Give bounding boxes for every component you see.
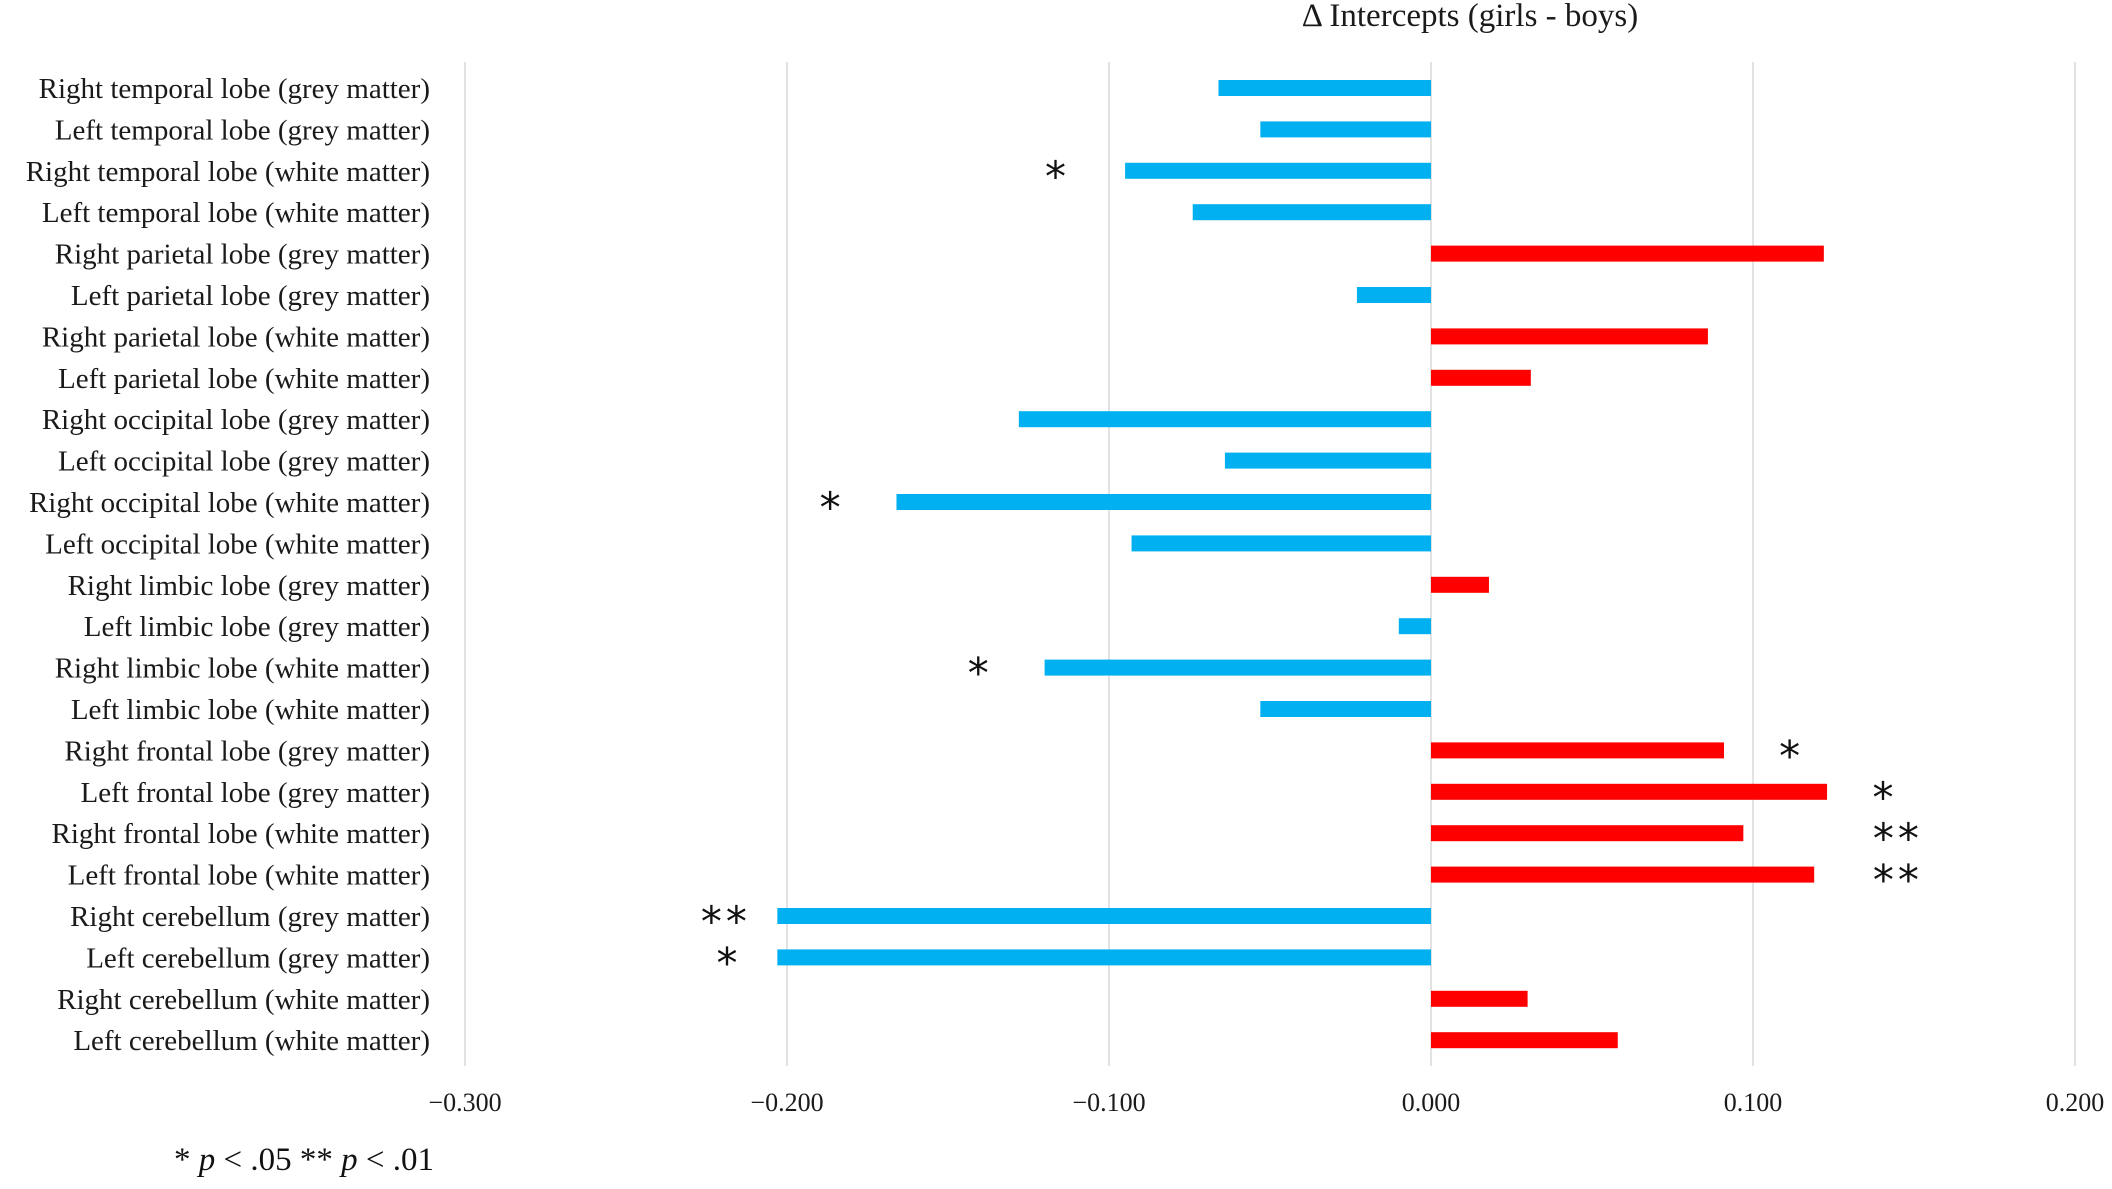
bar-positive xyxy=(1431,328,1708,345)
bar-positive xyxy=(1431,245,1824,262)
bar-negative xyxy=(1356,287,1431,303)
bar-positive xyxy=(1431,990,1528,1007)
bar-negative xyxy=(1260,121,1431,138)
category-label: Right limbic lobe (grey matter) xyxy=(68,570,430,602)
category-label: Left frontal lobe (white matter) xyxy=(68,860,430,892)
category-label: Left temporal lobe (grey matter) xyxy=(55,114,430,146)
bar-negative xyxy=(896,494,1431,510)
footnote-star1: * xyxy=(174,1142,199,1178)
bar-negative xyxy=(1218,80,1431,96)
bar-negative xyxy=(777,949,1431,966)
category-label: Left limbic lobe (grey matter) xyxy=(84,611,430,643)
x-tick-label: −0.300 xyxy=(428,1088,501,1117)
category-label: Left parietal lobe (white matter) xyxy=(58,363,430,395)
x-tick-label: 0.200 xyxy=(2046,1088,2105,1117)
bar-positive xyxy=(1431,783,1828,800)
category-label: Left temporal lobe (white matter) xyxy=(42,197,430,229)
significance-marker: * xyxy=(968,649,993,698)
bar-negative xyxy=(1398,618,1431,635)
significance-marker: * xyxy=(820,483,845,532)
bar-negative xyxy=(1131,535,1431,552)
category-label: Left occipital lobe (grey matter) xyxy=(58,446,430,478)
category-label: Right parietal lobe (grey matter) xyxy=(55,239,430,271)
category-label: Right occipital lobe (white matter) xyxy=(29,487,430,519)
bar-negative xyxy=(777,908,1431,924)
bar-positive xyxy=(1431,576,1489,593)
category-label: Right temporal lobe (white matter) xyxy=(26,156,430,188)
category-label: Right cerebellum (white matter) xyxy=(57,984,430,1016)
gridlines xyxy=(464,62,2076,1066)
x-tick-label: 0.100 xyxy=(1724,1088,1783,1117)
significance-marker: * xyxy=(1779,731,1804,780)
bar-positive xyxy=(1431,742,1725,759)
footnote-rest1: < .05 ** xyxy=(215,1142,342,1178)
category-label: Left occipital lobe (white matter) xyxy=(45,528,430,560)
significance-markers: ************ xyxy=(701,152,1923,988)
category-label: Left cerebellum (grey matter) xyxy=(86,942,430,974)
significance-marker: * xyxy=(1873,773,1898,822)
x-tick-label: −0.200 xyxy=(750,1088,823,1117)
significance-marker: ** xyxy=(1873,814,1923,863)
category-label: Right frontal lobe (white matter) xyxy=(51,818,430,850)
bar-positive xyxy=(1431,369,1531,386)
category-label: Left cerebellum (white matter) xyxy=(73,1025,430,1057)
category-labels: Right temporal lobe (grey matter) Left te… xyxy=(26,73,430,1057)
category-label: Left frontal lobe (grey matter) xyxy=(81,777,430,809)
bar-negative xyxy=(1125,162,1431,179)
significance-marker: ** xyxy=(701,897,751,946)
significance-marker: ** xyxy=(1873,856,1923,905)
significance-marker: * xyxy=(1045,152,1070,201)
x-tick-label: 0.000 xyxy=(1402,1088,1461,1117)
category-label: Right limbic lobe (white matter) xyxy=(55,653,430,685)
significance-marker: * xyxy=(717,938,742,987)
bar-negative xyxy=(1192,204,1431,221)
bar-negative xyxy=(1018,411,1431,428)
bar-positive xyxy=(1431,825,1744,842)
category-label: Right temporal lobe (grey matter) xyxy=(39,73,430,105)
x-tick-label: −0.100 xyxy=(1072,1088,1145,1117)
category-label: Left parietal lobe (grey matter) xyxy=(71,280,430,312)
footnote-rest2: < .01 xyxy=(357,1142,434,1178)
category-label: Right occipital lobe (grey matter) xyxy=(42,404,430,436)
chart-title: Δ Intercepts (girls - boys) xyxy=(1302,0,1638,34)
x-axis-ticks: −0.300 −0.200 −0.100 0.000 0.100 0.200 xyxy=(428,1088,2104,1117)
footnote-p2: p xyxy=(341,1142,358,1178)
category-label: Right frontal lobe (grey matter) xyxy=(64,735,430,767)
bar-negative xyxy=(1044,659,1431,676)
bar-negative xyxy=(1260,701,1431,717)
significance-footnote: * p < .05 ** p < .01 xyxy=(174,1142,434,1179)
bar-positive xyxy=(1431,866,1815,883)
bar-negative xyxy=(1224,452,1431,469)
category-label: Right parietal lobe (white matter) xyxy=(42,321,430,353)
footnote-p1: p xyxy=(198,1142,216,1178)
category-label: Left limbic lobe (white matter) xyxy=(71,694,430,726)
category-label: Right cerebellum (grey matter) xyxy=(70,901,430,933)
bars xyxy=(777,80,1828,1049)
bar-positive xyxy=(1431,1032,1618,1049)
